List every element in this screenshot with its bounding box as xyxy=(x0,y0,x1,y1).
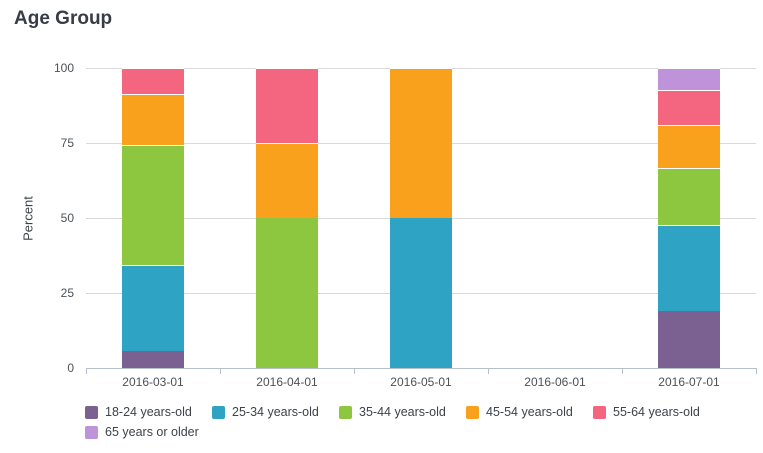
legend-swatch-icon xyxy=(85,425,98,439)
legend-item-65 years or older[interactable]: 65 years or older xyxy=(85,424,212,440)
bar-segment-2016-07-01-35-44 years-old[interactable] xyxy=(658,168,720,226)
legend-swatch-icon xyxy=(593,405,606,419)
bar-segment-2016-05-01-25-34 years-old[interactable] xyxy=(390,218,452,368)
x-axis-tick xyxy=(622,368,623,374)
legend-label: 25-34 years-old xyxy=(232,405,319,419)
chart-title: Age Group xyxy=(14,8,113,29)
y-tick-label-100: 100 xyxy=(53,61,74,75)
legend-item-55-64 years-old[interactable]: 55-64 years-old xyxy=(593,404,720,420)
y-tick-label-75: 75 xyxy=(60,136,74,150)
x-tick-label-2016-03-01: 2016-03-01 xyxy=(122,375,184,389)
y-tick-label-25: 25 xyxy=(60,286,74,300)
x-tick-label-2016-04-01: 2016-04-01 xyxy=(256,375,318,389)
bar-segment-2016-07-01-25-34 years-old[interactable] xyxy=(658,225,720,311)
bar-segment-2016-07-01-18-24 years-old[interactable] xyxy=(658,311,720,368)
legend-item-35-44 years-old[interactable]: 35-44 years-old xyxy=(339,404,466,420)
legend-label: 18-24 years-old xyxy=(105,405,192,419)
bar-segment-2016-03-01-25-34 years-old[interactable] xyxy=(122,265,184,351)
bar-segment-2016-03-01-55-64 years-old[interactable] xyxy=(122,68,184,94)
legend-swatch-icon xyxy=(212,405,225,419)
legend: 18-24 years-old 25-34 years-old 35-44 year… xyxy=(85,404,745,440)
legend-item-45-54 years-old[interactable]: 45-54 years-old xyxy=(466,404,593,420)
plot-area xyxy=(86,68,756,368)
x-tick-label-2016-06-01: 2016-06-01 xyxy=(524,375,586,389)
legend-label: 55-64 years-old xyxy=(613,405,700,419)
bar-segment-2016-04-01-45-54 years-old[interactable] xyxy=(256,143,318,218)
x-axis-tick xyxy=(488,368,489,374)
bar-segment-2016-07-01-55-64 years-old[interactable] xyxy=(658,89,720,126)
x-axis-tick xyxy=(756,368,757,374)
bar-segment-2016-04-01-55-64 years-old[interactable] xyxy=(256,68,318,143)
bar-segment-2016-07-01-45-54 years-old[interactable] xyxy=(658,125,720,169)
legend-label: 65 years or older xyxy=(105,425,199,439)
legend-label: 35-44 years-old xyxy=(359,405,446,419)
bar-segment-2016-04-01-35-44 years-old[interactable] xyxy=(256,218,318,368)
legend-swatch-icon xyxy=(85,405,98,419)
legend-item-18-24 years-old[interactable]: 18-24 years-old xyxy=(85,404,212,420)
x-axis-tick xyxy=(220,368,221,374)
x-axis-tick xyxy=(354,368,355,374)
legend-swatch-icon xyxy=(339,405,352,419)
x-axis-line xyxy=(86,368,757,369)
x-tick-label-2016-05-01: 2016-05-01 xyxy=(390,375,452,389)
bar-segment-2016-03-01-35-44 years-old[interactable] xyxy=(122,145,184,266)
y-tick-label-0: 0 xyxy=(67,361,74,375)
bar-segment-2016-07-01-65 years or older[interactable] xyxy=(658,68,720,90)
x-axis-tick xyxy=(86,368,87,374)
legend-item-25-34 years-old[interactable]: 25-34 years-old xyxy=(212,404,339,420)
legend-label: 45-54 years-old xyxy=(486,405,573,419)
y-tick-label-50: 50 xyxy=(60,211,74,225)
legend-swatch-icon xyxy=(466,405,479,419)
bar-segment-2016-05-01-45-54 years-old[interactable] xyxy=(390,68,452,218)
bar-segment-2016-03-01-45-54 years-old[interactable] xyxy=(122,93,184,146)
x-tick-label-2016-07-01: 2016-07-01 xyxy=(658,375,720,389)
bar-segment-2016-03-01-18-24 years-old[interactable] xyxy=(122,350,184,368)
